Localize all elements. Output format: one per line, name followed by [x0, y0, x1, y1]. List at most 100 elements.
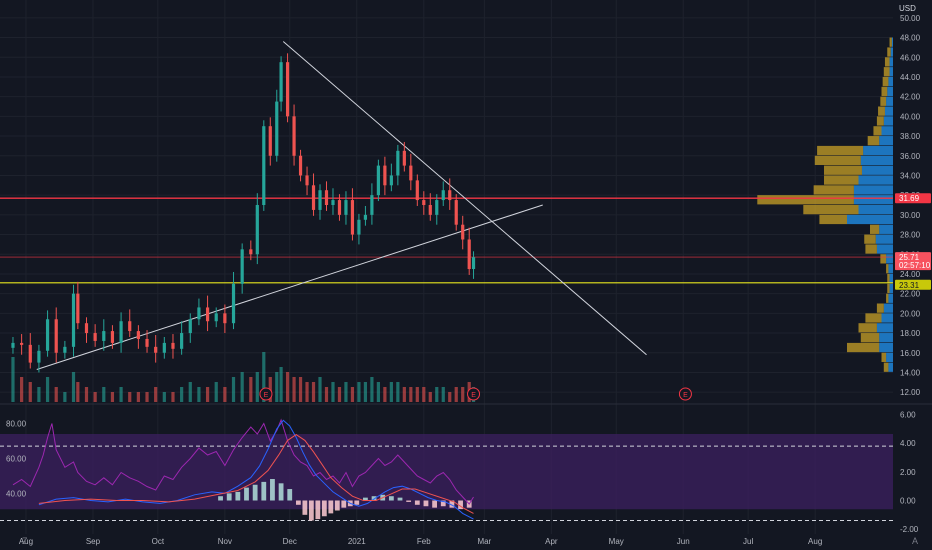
horizontal-lines[interactable] [0, 197, 893, 284]
profile-bar-up [881, 313, 893, 323]
profile-bar-up [879, 342, 893, 353]
volume-bar [63, 392, 67, 402]
volume-bar [231, 377, 236, 402]
candle-body [28, 344, 32, 363]
candle-body [467, 239, 471, 270]
candle-body [441, 190, 445, 201]
volume-bar [128, 392, 132, 402]
profile-bar-down [813, 185, 854, 195]
candle-body [214, 313, 218, 322]
profile-bar-down [883, 362, 889, 372]
candle-body [255, 205, 259, 255]
earnings-marker-label: E [264, 392, 269, 399]
volume-bar [54, 387, 58, 402]
main-grid [0, 0, 893, 534]
histogram-bar [328, 500, 334, 514]
candle-body [205, 307, 210, 322]
volume-bar [154, 387, 158, 402]
price-tag-label: 31.69 [899, 194, 920, 203]
histogram-bar [397, 497, 403, 501]
volume-bar [84, 387, 89, 402]
signal-line [38, 433, 474, 514]
candle-body [305, 175, 309, 186]
price-tag-label: 25.71 [899, 253, 920, 262]
profile-bar-up [876, 323, 893, 333]
time-tick-label: Mar [477, 537, 491, 546]
profile-bar-down [883, 67, 890, 77]
profile-bar-down [860, 333, 880, 343]
candle-body [240, 249, 244, 284]
candle-body [20, 342, 24, 345]
volume-bar [409, 387, 413, 402]
earnings-marker-label: E [683, 392, 688, 399]
rsi-tick-label: 60.00 [6, 455, 27, 464]
volume-bar [415, 387, 419, 402]
profile-bar-up [879, 136, 893, 146]
profile-bar-down [881, 352, 887, 362]
profile-bar-down [814, 155, 861, 165]
currency-label: USD [899, 4, 916, 13]
candle-body [249, 249, 253, 255]
earnings-marker[interactable] [678, 387, 692, 401]
macd-tick-label: 0.00 [900, 497, 916, 506]
profile-bar-down [817, 145, 864, 156]
candle-body [197, 307, 201, 320]
profile-bar-down [880, 254, 887, 264]
trend-line[interactable] [282, 41, 647, 356]
candle-body [84, 323, 89, 334]
candle-body [54, 319, 58, 353]
timezone-button[interactable]: Z [22, 536, 28, 546]
candle-body [471, 257, 476, 270]
volume-bar [197, 387, 201, 402]
profile-bar-up [853, 195, 893, 205]
price-tag-bg [895, 260, 931, 271]
earnings-marker[interactable] [259, 387, 273, 401]
volume-bar [102, 387, 106, 402]
profile-bar-up [888, 76, 893, 87]
rsi-band [0, 434, 893, 510]
volume-bar [255, 372, 259, 402]
candle-body [350, 200, 355, 235]
macd-tick-label: 4.00 [900, 439, 916, 448]
candle-body [454, 200, 458, 225]
candle-body [389, 175, 393, 186]
volume-bar [376, 382, 380, 402]
candle-body [428, 205, 432, 215]
histogram-bar [302, 500, 308, 515]
candle-body [268, 126, 272, 156]
candle-body [318, 190, 322, 210]
profile-bar-up [847, 214, 893, 225]
auto-scale-button[interactable]: A [912, 536, 919, 546]
volume-bar [344, 382, 348, 402]
histogram-bar [354, 500, 360, 505]
volume-bar [180, 387, 184, 402]
volume-profile [757, 37, 893, 372]
profile-bar-up [858, 175, 893, 185]
profile-bar-down [873, 126, 882, 136]
profile-bar-up [886, 352, 893, 362]
candle-body [337, 200, 342, 215]
candle-body [102, 331, 106, 341]
histogram-bar [226, 493, 232, 501]
time-tick-label: Aug [19, 537, 33, 546]
profile-bar-up [886, 96, 893, 106]
candle-body [71, 293, 76, 347]
candle-body [188, 319, 192, 334]
candle-body [119, 321, 123, 343]
profile-bar-down [886, 264, 889, 274]
earnings-marker[interactable] [467, 387, 481, 401]
histogram-bar [388, 496, 394, 501]
profile-bar-down [867, 136, 880, 146]
time-axis[interactable]: Aug Sep Oct Nov Dec 2021 Feb Mar Apr May Jun Jul Aug [19, 537, 822, 546]
histogram-bar [315, 500, 321, 520]
profile-bar-up [863, 145, 893, 156]
histogram-bar [295, 500, 301, 505]
profile-bar-down [882, 76, 889, 87]
volume-bar [275, 372, 279, 402]
histogram-bar [458, 500, 463, 510]
price-candles [11, 53, 476, 373]
profile-bar-down [858, 323, 877, 333]
price-tick-label: 40.00 [900, 112, 921, 121]
